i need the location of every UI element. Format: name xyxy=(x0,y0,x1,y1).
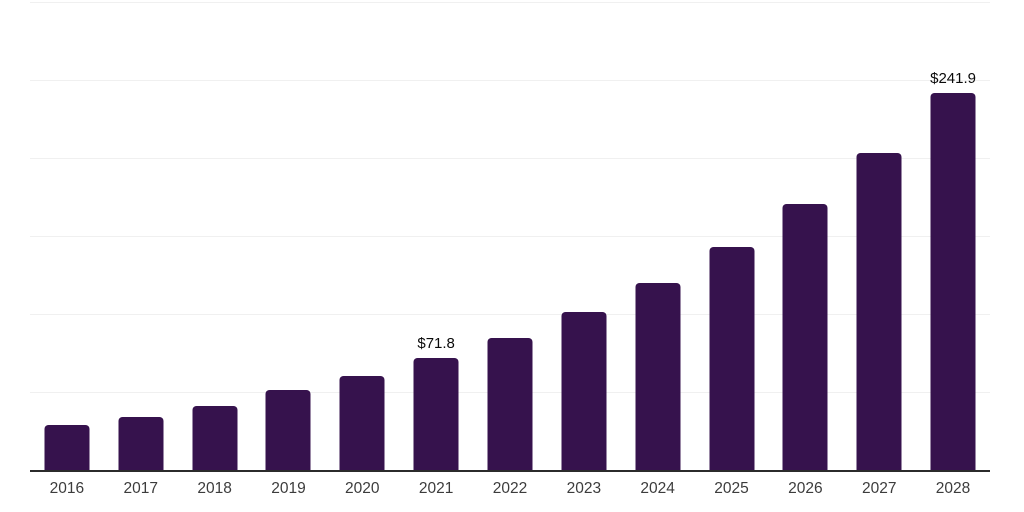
bar-column-2021: $71.8 xyxy=(399,2,473,470)
x-tick-2019: 2019 xyxy=(271,480,306,497)
x-tick-2024: 2024 xyxy=(640,480,675,497)
bar-value-label-2021: $71.8 xyxy=(417,335,455,352)
gridline-200 xyxy=(30,158,990,159)
gridline-250 xyxy=(30,80,990,81)
bar-column-2020 xyxy=(325,2,399,470)
bar-column-2024 xyxy=(621,2,695,470)
bar-2021 xyxy=(413,358,459,470)
bar-2023 xyxy=(561,311,607,470)
x-tick-2016: 2016 xyxy=(49,480,85,497)
bar-2026 xyxy=(782,204,828,470)
bar-column-2028: $241.9 xyxy=(916,2,990,470)
bar-column-2019 xyxy=(252,2,326,470)
bar-column-2025 xyxy=(695,2,769,470)
x-tick-2026: 2026 xyxy=(788,480,823,497)
x-axis-line xyxy=(30,470,990,472)
bar-2024 xyxy=(635,282,681,470)
plot-area: $71.8 $241.9 xyxy=(30,2,990,470)
x-tick-2017: 2017 xyxy=(123,480,158,497)
x-tick-2022: 2022 xyxy=(492,480,528,497)
bar-column-2023 xyxy=(547,2,621,470)
bar-2027 xyxy=(856,153,902,470)
bar-column-2026 xyxy=(768,2,842,470)
bar-column-2027 xyxy=(842,2,916,470)
x-tick-2025: 2025 xyxy=(714,480,749,497)
gridline-100 xyxy=(30,314,990,315)
bar-2016 xyxy=(44,425,90,470)
bar-column-2022 xyxy=(473,2,547,470)
bar-column-2016 xyxy=(30,2,104,470)
x-tick-2021: 2021 xyxy=(418,480,454,497)
gridline-300 xyxy=(30,2,990,3)
x-tick-2028: 2028 xyxy=(935,480,971,497)
bar-value-label-2028: $241.9 xyxy=(930,69,976,87)
bar-column-2018 xyxy=(178,2,252,470)
bar-2020 xyxy=(339,375,385,470)
x-tick-2027: 2027 xyxy=(861,480,897,497)
x-axis-labels: 2016 2017 2018 2019 2020 2021 2022 2023 2024 2025… xyxy=(30,480,990,498)
bar-2028 xyxy=(930,92,976,470)
bar-column-2017 xyxy=(104,2,178,470)
bar-2025 xyxy=(709,246,755,470)
x-tick-2020: 2020 xyxy=(345,480,380,497)
bars-container: $71.8 $241.9 xyxy=(30,2,990,470)
bar-2018 xyxy=(192,406,238,470)
bar-2022 xyxy=(487,338,533,470)
bar-2017 xyxy=(118,417,164,470)
x-tick-2023: 2023 xyxy=(566,480,602,497)
x-tick-2018: 2018 xyxy=(197,480,232,497)
gridline-150 xyxy=(30,236,990,237)
bar-2019 xyxy=(265,389,311,470)
